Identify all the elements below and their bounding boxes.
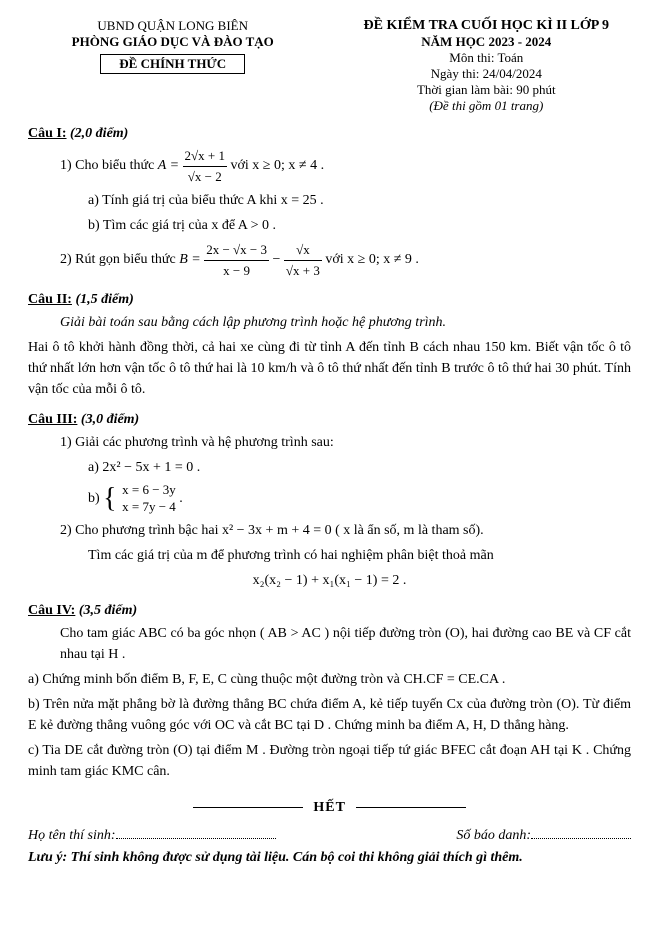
q4-c: c) Tia DE cắt đường tròn (O) tại điểm M … — [28, 740, 631, 782]
q3-p1: 1) Giải các phương trình và hệ phương tr… — [28, 432, 631, 453]
q3-system: x = 6 − 3y x = 7y − 4 — [122, 482, 176, 516]
issuer-line-2: PHÒNG GIÁO DỤC VÀ ĐÀO TẠO — [28, 34, 317, 50]
q4-a: a) Chứng minh bốn điểm B, F, E, C cùng t… — [28, 669, 631, 690]
exam-title-line: ĐỀ KIỂM TRA CUỐI HỌC KÌ II LỚP 9 — [342, 18, 631, 34]
duration-line: Thời gian làm bài: 90 phút — [342, 82, 631, 98]
question-1: Câu I: (2,0 điểm) 1) Cho biểu thức A = 2… — [28, 126, 631, 280]
header-left: UBND QUẬN LONG BIÊN PHÒNG GIÁO DỤC VÀ ĐÀ… — [28, 18, 317, 114]
official-label: ĐỀ CHÍNH THỨC — [100, 54, 245, 74]
school-year: NĂM HỌC 2023 - 2024 — [342, 34, 631, 50]
sbd-label: Số báo danh: — [456, 828, 531, 843]
q1-B2-den: √x + 3 — [284, 261, 322, 281]
end-marker: HẾT — [28, 800, 631, 816]
q4-intro: Cho tam giác ABC có ba góc nhọn ( AB > A… — [28, 623, 631, 665]
q1-p1-text-b: với x ≥ 0; x ≠ 4 . — [231, 158, 325, 173]
question-3: Câu III: (3,0 điểm) 1) Giải các phương t… — [28, 412, 631, 591]
header: UBND QUẬN LONG BIÊN PHÒNG GIÁO DỤC VÀ ĐÀ… — [28, 18, 631, 114]
q4-points: (3,5 điểm) — [79, 603, 137, 618]
question-2: Câu II: (1,5 điểm) Giải bài toán sau bằn… — [28, 292, 631, 400]
q1-B-lhs: B = — [179, 252, 201, 267]
q1-B2-num: √x — [284, 240, 322, 261]
q1-points: (2,0 điểm) — [70, 126, 128, 141]
q1-minus: − — [273, 252, 281, 267]
candidate-name-block: Họ tên thí sinh: — [28, 828, 276, 844]
q3-sys1: x = 6 − 3y — [122, 482, 176, 497]
signature-row: Họ tên thí sinh: Số báo danh: — [28, 828, 631, 844]
q3-sys2: x = 7y − 4 — [122, 499, 176, 514]
q3-points: (3,0 điểm) — [81, 412, 139, 427]
q1-title: Câu I: — [28, 126, 67, 141]
q4-title: Câu IV: — [28, 603, 75, 618]
q2-intro: Giải bài toán sau bằng cách lập phương t… — [28, 312, 631, 333]
q1-b: b) Tìm các giá trị của x để A > 0 . — [28, 215, 631, 236]
sbd-underline — [531, 838, 631, 839]
q1-B2-frac: √x √x + 3 — [284, 240, 322, 280]
question-4: Câu IV: (3,5 điểm) Cho tam giác ABC có b… — [28, 603, 631, 782]
sbd-block: Số báo danh: — [456, 828, 631, 844]
q3-p2a: 2) Cho phương trình bậc hai x² − 3x + m … — [28, 520, 631, 541]
q1-B1-frac: 2x − √x − 3 x − 9 — [204, 240, 269, 280]
q3-b: b) { x = 6 − 3y x = 7y − 4 . — [28, 482, 631, 516]
end-text: HẾT — [313, 800, 345, 815]
pages-line: (Đề thi gồm 01 trang) — [342, 98, 631, 114]
q2-points: (1,5 điểm) — [75, 292, 133, 307]
q1-A-num: 2√x + 1 — [183, 146, 227, 167]
footnote: Lưu ý: Thí sinh không được sử dụng tài l… — [28, 850, 631, 866]
header-right: ĐỀ KIỂM TRA CUỐI HỌC KÌ II LỚP 9 NĂM HỌC… — [342, 18, 631, 114]
date-line: Ngày thi: 24/04/2024 — [342, 66, 631, 82]
q3-title: Câu III: — [28, 412, 77, 427]
q1-part2: 2) Rút gọn biểu thức B = 2x − √x − 3 x −… — [28, 240, 631, 280]
candidate-name-label: Họ tên thí sinh: — [28, 828, 116, 843]
name-underline — [116, 838, 276, 839]
q1-p1-text-a: 1) Cho biểu thức — [60, 158, 158, 173]
q2-body: Hai ô tô khởi hành đồng thời, cả hai xe … — [28, 337, 631, 400]
q3-b-label: b) — [88, 491, 100, 506]
q1-A-den: √x − 2 — [183, 167, 227, 187]
q3-a: a) 2x² − 5x + 1 = 0 . — [28, 457, 631, 478]
dash-left-icon — [193, 807, 303, 808]
q1-a: a) Tính giá trị của biểu thức A khi x = … — [28, 190, 631, 211]
q1-B1-den: x − 9 — [204, 261, 269, 281]
q1-p2-text-a: 2) Rút gọn biểu thức — [60, 252, 179, 267]
q1-A-frac: 2√x + 1 √x − 2 — [183, 146, 227, 186]
q4-b: b) Trên nửa mặt phẳng bờ là đường thẳng … — [28, 694, 631, 736]
q1-A-lhs: A = — [158, 158, 179, 173]
q1-part1: 1) Cho biểu thức A = 2√x + 1 √x − 2 với … — [28, 146, 631, 186]
brace-icon: { — [103, 485, 116, 513]
dash-right-icon — [356, 807, 466, 808]
subject-line: Môn thi: Toán — [342, 50, 631, 66]
q3-p2b: Tìm các giá trị của m để phương trình có… — [28, 545, 631, 566]
q1-B1-num: 2x − √x − 3 — [204, 240, 269, 261]
q1-p2-text-b: với x ≥ 0; x ≠ 9 . — [325, 252, 419, 267]
q2-title: Câu II: — [28, 292, 72, 307]
issuer-line-1: UBND QUẬN LONG BIÊN — [28, 18, 317, 34]
q3-expr: x₂(x₂ − 1) + x₁(x₁ − 1) = 2 . — [28, 570, 631, 591]
